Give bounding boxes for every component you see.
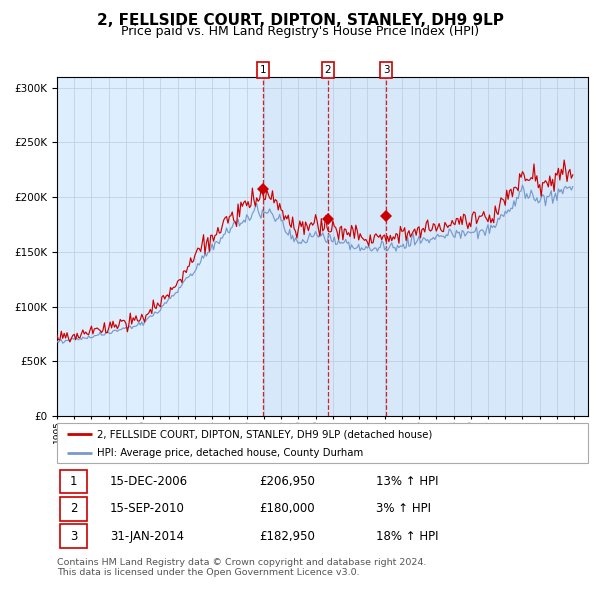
- Text: 2, FELLSIDE COURT, DIPTON, STANLEY, DH9 9LP: 2, FELLSIDE COURT, DIPTON, STANLEY, DH9 …: [97, 13, 503, 28]
- FancyBboxPatch shape: [59, 525, 87, 548]
- Text: 18% ↑ HPI: 18% ↑ HPI: [376, 530, 438, 543]
- FancyBboxPatch shape: [59, 470, 87, 493]
- Text: Contains HM Land Registry data © Crown copyright and database right 2024.
This d: Contains HM Land Registry data © Crown c…: [57, 558, 427, 577]
- Text: 3: 3: [70, 530, 77, 543]
- Text: £182,950: £182,950: [259, 530, 314, 543]
- Text: 31-JAN-2014: 31-JAN-2014: [110, 530, 184, 543]
- Text: HPI: Average price, detached house, County Durham: HPI: Average price, detached house, Coun…: [97, 448, 363, 458]
- Text: 3% ↑ HPI: 3% ↑ HPI: [376, 502, 431, 516]
- Text: 1: 1: [70, 475, 77, 488]
- Text: 2, FELLSIDE COURT, DIPTON, STANLEY, DH9 9LP (detached house): 2, FELLSIDE COURT, DIPTON, STANLEY, DH9 …: [97, 430, 432, 440]
- Bar: [263, 77, 588, 416]
- Text: 13% ↑ HPI: 13% ↑ HPI: [376, 475, 438, 488]
- Text: £180,000: £180,000: [259, 502, 314, 516]
- Text: 15-DEC-2006: 15-DEC-2006: [110, 475, 188, 488]
- Text: 2: 2: [325, 65, 331, 75]
- Text: 15-SEP-2010: 15-SEP-2010: [110, 502, 185, 516]
- Text: £206,950: £206,950: [259, 475, 314, 488]
- Text: Price paid vs. HM Land Registry's House Price Index (HPI): Price paid vs. HM Land Registry's House …: [121, 25, 479, 38]
- Text: 2: 2: [70, 502, 77, 516]
- Text: 1: 1: [260, 65, 266, 75]
- FancyBboxPatch shape: [59, 497, 87, 521]
- Text: 3: 3: [383, 65, 389, 75]
